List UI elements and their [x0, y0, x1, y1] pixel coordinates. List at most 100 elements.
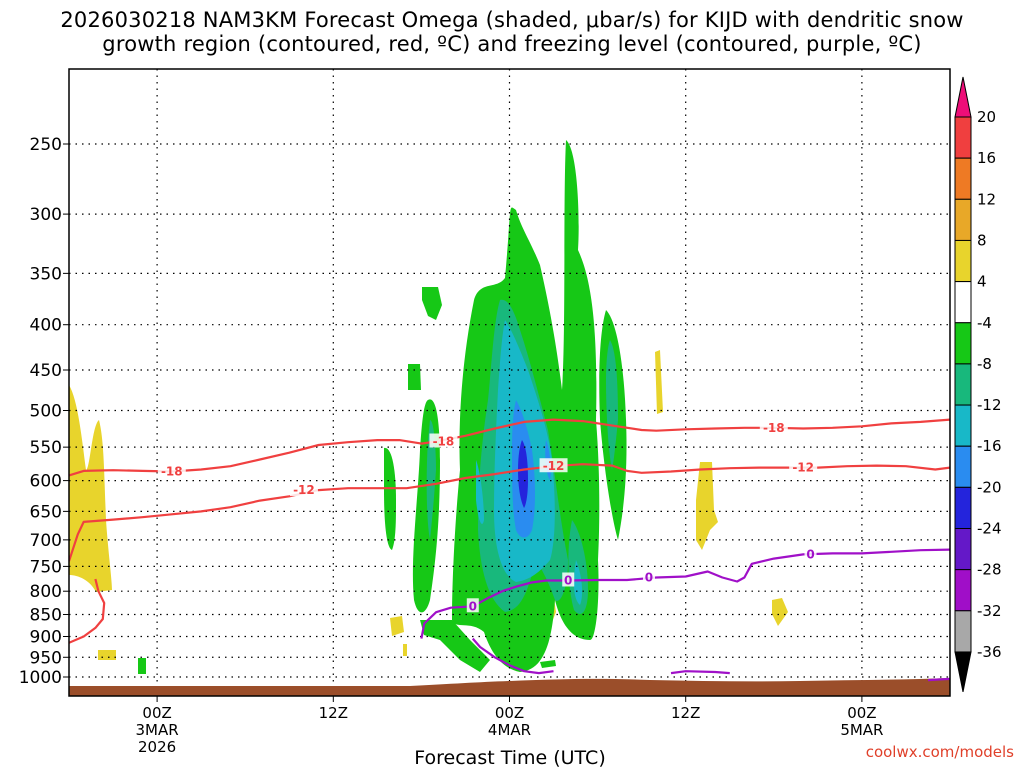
colorbar-swatch — [954, 569, 972, 612]
omega-ascent-blob-1 — [422, 287, 442, 320]
omega-descent-east-2 — [696, 462, 718, 550]
y-tick-label: 900 — [30, 627, 62, 647]
omega-shading — [69, 140, 788, 674]
y-tick-label: 700 — [30, 531, 62, 551]
colorbar-swatch — [954, 281, 972, 324]
omega-descent-west — [69, 385, 112, 592]
x-tick-label: 5MAR — [840, 721, 883, 739]
contour-label: -18 — [763, 421, 785, 435]
colorbar-swatch — [954, 116, 972, 159]
x-tick-label: 2026 — [138, 738, 176, 756]
contour-label-bg — [759, 419, 788, 434]
contour-line — [471, 637, 554, 675]
y-tick-label: 600 — [30, 472, 62, 492]
colorbar-swatch — [954, 528, 972, 571]
colorbar-swatch — [954, 445, 972, 488]
x-tick-label: 00Z — [847, 704, 876, 722]
y-tick-label: 400 — [30, 316, 62, 336]
colorbar-swatch — [954, 198, 972, 241]
x-tick-label: 00Z — [495, 704, 524, 722]
y-tick-label: 750 — [30, 557, 62, 577]
y-tick-label: 500 — [30, 402, 62, 422]
contour-label-bg — [157, 463, 186, 478]
contour-label-bg — [642, 569, 655, 584]
omega-ascent-core-teal-west — [426, 420, 436, 540]
colorbar-label: 8 — [977, 231, 987, 249]
credit-text: coolwx.com/models — [866, 743, 1014, 761]
colorbar-label: -8 — [977, 355, 992, 373]
omega-ascent-low-2 — [138, 658, 146, 674]
y-axis-ticks: 2503003504004505005506006507007508008509… — [19, 135, 69, 688]
colorbar-swatch — [954, 363, 972, 406]
contour-label-bg — [466, 598, 479, 613]
colorbar-label: -32 — [977, 602, 1002, 620]
omega-ascent-low-3 — [540, 660, 556, 668]
chart-title-line-2: growth region (contoured, red, ºC) and f… — [102, 32, 922, 56]
colorbar-label: 12 — [977, 190, 996, 208]
colorbar-bottom-arrow — [954, 651, 972, 693]
omega-ascent-west-band — [412, 399, 440, 613]
contour-labels: -18 -18 -18 -12 -12 -12 0 0 0 0 — [157, 419, 818, 613]
omega-ascent-low-1 — [420, 620, 490, 672]
colorbar-label: -28 — [977, 561, 1002, 579]
omega-ascent-teal-east-band — [606, 340, 618, 470]
y-tick-label: 650 — [30, 502, 62, 522]
contour-label-bg — [539, 458, 568, 473]
contour-line — [69, 578, 106, 644]
y-tick-label: 250 — [30, 135, 62, 155]
contour-label: -18 — [161, 465, 183, 479]
omega-ascent-cyan-east — [573, 560, 583, 605]
omega-descent-mid-2 — [403, 644, 407, 656]
colorbar-top-arrow — [954, 76, 972, 118]
omega-descent-east-3 — [772, 598, 788, 626]
x-tick-label: 4MAR — [488, 721, 531, 739]
time-grid — [156, 69, 863, 696]
y-tick-label: 450 — [30, 361, 62, 381]
omega-ascent-west-strip — [384, 447, 396, 550]
x-axis-title: Forecast Time (UTC) — [414, 747, 605, 768]
colorbar-label: 20 — [977, 108, 996, 126]
colorbar-label: -12 — [977, 396, 1002, 414]
contour-label: 0 — [806, 547, 814, 561]
contour-label-bg — [289, 482, 318, 497]
contour-label: 0 — [469, 599, 477, 613]
terrain-surface — [69, 678, 950, 696]
colorbar-label: -24 — [977, 520, 1002, 538]
colorbar-swatch — [954, 404, 972, 447]
contour-label: -18 — [433, 435, 455, 449]
x-tick-label: 00Z — [142, 704, 171, 722]
colorbar-label: 16 — [977, 149, 996, 167]
colorbar-swatch — [954, 322, 972, 365]
colorbar-label: -4 — [977, 314, 992, 332]
omega-descent-west-small — [98, 650, 116, 660]
colorbar-label: -20 — [977, 478, 1002, 496]
contour-label-bg — [804, 546, 817, 561]
colorbar-swatch — [954, 239, 972, 283]
omega-descent-mid-1 — [390, 616, 404, 636]
colorbar: 20 16 12 8 4 -4 -8 -12 -16 -20 -24 -28 -32 -36 — [954, 76, 1002, 693]
colorbar-label: -36 — [977, 643, 1002, 661]
colorbar-label: 4 — [977, 273, 987, 291]
contour-label: -12 — [293, 483, 315, 497]
colorbar-swatch — [954, 157, 972, 200]
contour-line — [670, 670, 730, 675]
contour-label: -12 — [543, 459, 565, 473]
x-tick-label: 12Z — [319, 704, 348, 722]
contour-line — [927, 677, 950, 682]
y-tick-label: 300 — [30, 205, 62, 225]
colorbar-swatch — [954, 486, 972, 530]
y-tick-label: 800 — [30, 582, 62, 602]
x-tick-label: 12Z — [671, 704, 700, 722]
contour-label: 0 — [564, 573, 572, 587]
contour-label: -12 — [792, 461, 814, 475]
colorbar-label: -16 — [977, 437, 1002, 455]
y-tick-label: 850 — [30, 606, 62, 626]
x-tick-label: 3MAR — [136, 721, 179, 739]
omega-descent-east-1 — [655, 350, 663, 414]
chart-title-line-1: 2026030218 NAM3KM Forecast Omega (shaded… — [60, 8, 964, 32]
contour-label-bg — [429, 433, 458, 448]
contour-label: 0 — [645, 571, 653, 585]
omega-ascent-core-peak — [518, 440, 528, 508]
